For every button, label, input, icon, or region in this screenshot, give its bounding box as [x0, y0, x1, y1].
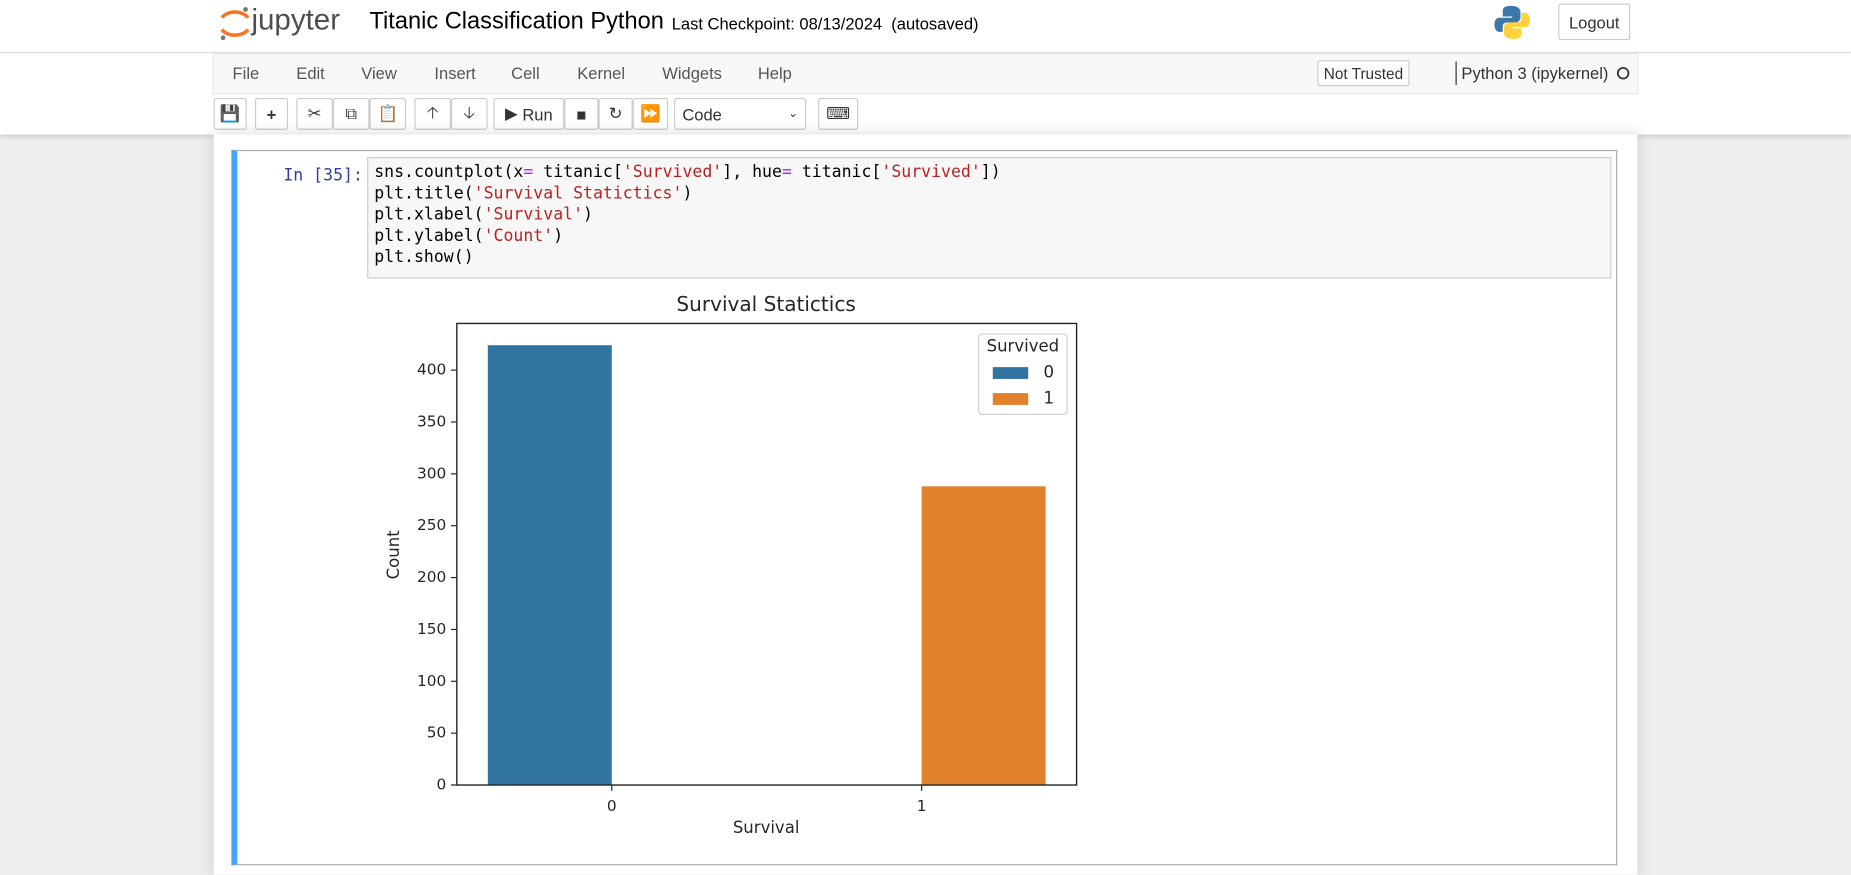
- menu-item[interactable]: View: [361, 63, 397, 83]
- cell-type-label: Code: [682, 104, 722, 124]
- interrupt-button[interactable]: ■: [564, 97, 599, 130]
- code-line: plt.show(): [374, 247, 473, 266]
- code-line: plt.xlabel('Survival'): [374, 205, 593, 224]
- restart-run-all-button[interactable]: ⏩: [632, 97, 669, 130]
- legend-title: Survived: [987, 337, 1060, 356]
- code-token: plt.title(: [374, 183, 473, 202]
- code-token: ): [583, 205, 593, 224]
- move-up-button[interactable]: 🡡: [414, 97, 451, 130]
- menu-item[interactable]: Help: [757, 63, 792, 83]
- code-token: sns.countplot(x: [374, 162, 523, 181]
- bar: [487, 345, 612, 786]
- legend-label: 1: [1044, 389, 1055, 408]
- restart-button[interactable]: ↻: [598, 97, 633, 130]
- menu-item[interactable]: File: [232, 63, 260, 83]
- python-logo: [1494, 5, 1530, 39]
- command-palette-button[interactable]: ⌨: [818, 97, 859, 130]
- code-token: titanic[: [792, 162, 882, 181]
- y-tick-label: 350: [417, 412, 446, 430]
- cell-type-select[interactable]: Code ⌄: [674, 97, 807, 130]
- run-icon: ▶: [505, 103, 523, 123]
- code-token: ]): [981, 162, 1001, 181]
- y-tick-label: 0: [436, 776, 446, 794]
- x-tick-label: 0: [607, 797, 617, 815]
- y-tick-label: 300: [417, 464, 446, 482]
- y-tick-label: 50: [427, 724, 447, 742]
- y-tick-label: 400: [417, 361, 446, 379]
- menu-item[interactable]: Insert: [434, 63, 476, 83]
- menu-item[interactable]: Widgets: [662, 63, 722, 83]
- code-line: plt.title('Survival Statictics'): [374, 183, 692, 202]
- y-tick-label: 200: [417, 568, 446, 586]
- bar: [921, 486, 1046, 786]
- legend-swatch: [992, 393, 1029, 405]
- run-label: Run: [522, 104, 553, 124]
- legend-label: 0: [1044, 363, 1055, 382]
- menubar: File Edit View Insert Cell Kernel Widget…: [0, 53, 1851, 135]
- jupyter-logo-icon: [220, 7, 250, 41]
- code-token: 'Survived': [623, 162, 722, 181]
- code-token: plt.ylabel(: [374, 226, 483, 245]
- move-down-button[interactable]: 🡣: [450, 97, 488, 130]
- cut-button[interactable]: ✂: [296, 97, 333, 130]
- plot-frame: [456, 322, 1078, 786]
- run-button[interactable]: ▶ Run: [493, 97, 565, 130]
- input-prompt: In [35]:: [283, 166, 363, 186]
- menu-item[interactable]: Cell: [511, 63, 540, 83]
- x-axis-label: Survival: [733, 818, 800, 837]
- kernel-name: Python 3 (ipykernel): [1461, 63, 1609, 83]
- code-text: sns.countplot(x= titanic['Survived'], hu…: [374, 162, 1001, 266]
- logo-text: jupyter: [251, 3, 341, 37]
- autosave-status: (autosaved): [891, 14, 979, 34]
- code-token: =: [782, 162, 792, 181]
- code-token: plt.xlabel(: [374, 205, 483, 224]
- chart-title: Survival Statictics: [676, 292, 855, 316]
- code-token: titanic[: [533, 162, 623, 181]
- paste-button[interactable]: 📋: [369, 97, 407, 130]
- kernel-status: [1616, 66, 1630, 80]
- notebook-title[interactable]: Titanic Classification Python: [369, 8, 664, 35]
- y-tick-label: 100: [417, 672, 446, 690]
- code-cell[interactable]: [231, 149, 1618, 866]
- code-line: sns.countplot(x= titanic['Survived'], hu…: [374, 162, 1001, 181]
- menu-row: File Edit View Insert Cell Kernel Widget…: [212, 53, 1639, 95]
- save-button[interactable]: 💾: [213, 97, 247, 130]
- copy-button[interactable]: ⧉: [332, 97, 370, 130]
- header: jupyter Titanic Classification Python La…: [0, 0, 1851, 54]
- code-token: 'Survived': [881, 162, 980, 181]
- code-token: 'Count': [484, 226, 554, 245]
- code-token: ): [553, 226, 563, 245]
- code-token: ], hue: [722, 162, 782, 181]
- code-token: 'Survival Statictics': [474, 183, 683, 202]
- code-token: =: [523, 162, 533, 181]
- legend-swatch: [992, 367, 1029, 379]
- logout-button[interactable]: Logout: [1558, 3, 1631, 41]
- checkpoint: Last Checkpoint: 08/13/2024: [671, 14, 883, 34]
- x-tick-label: 1: [917, 797, 927, 815]
- trust-button[interactable]: Not Trusted: [1317, 60, 1410, 87]
- y-tick-label: 150: [417, 620, 446, 638]
- code-token: ): [682, 183, 692, 202]
- menu-item[interactable]: Edit: [296, 63, 325, 83]
- code-token: 'Survival': [484, 205, 583, 224]
- y-axis-label: Count: [384, 530, 403, 580]
- y-tick-label: 250: [417, 516, 446, 534]
- code-line: plt.ylabel('Count'): [374, 226, 563, 245]
- code-editor[interactable]: sns.countplot(x= titanic['Survived'], hu…: [367, 157, 1612, 279]
- menu-item[interactable]: Kernel: [577, 63, 626, 83]
- code-token: plt.show(): [374, 247, 473, 266]
- insert-cell-button[interactable]: +: [254, 97, 289, 130]
